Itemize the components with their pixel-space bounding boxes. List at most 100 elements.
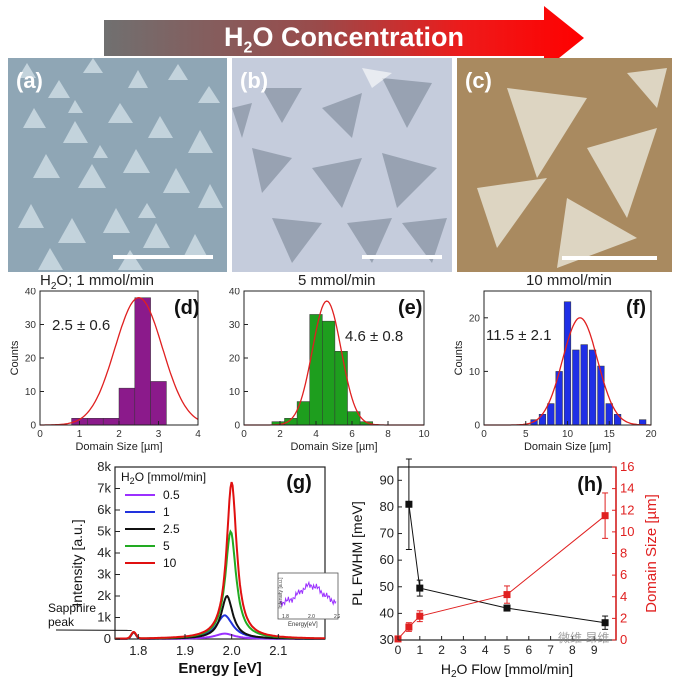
histogram-bar — [102, 418, 120, 426]
histogram-bar — [334, 351, 348, 426]
y-axis-label: Counts — [453, 340, 465, 375]
legend-label: 5 — [163, 539, 170, 553]
inset-tick-label: 1.8 — [282, 614, 289, 620]
y-tick-label: 7k — [97, 481, 111, 496]
concentration-arrow — [104, 6, 584, 70]
y-tick-label: 8k — [97, 459, 111, 474]
x-tick-label: 7 — [547, 643, 554, 657]
spectrum-line-10 — [115, 481, 325, 640]
fit-statistic: 2.5 ± 0.6 — [52, 317, 110, 334]
x-tick-label: 5 — [504, 643, 511, 657]
x-tick-label: 2 — [277, 429, 283, 440]
y-right-tick-label: 2 — [620, 610, 627, 625]
y-tick-label: 80 — [380, 499, 394, 514]
y-tick-label: 0 — [474, 421, 480, 432]
y-tick-label: 70 — [380, 526, 394, 541]
inset-tick-label: 2.0 — [308, 614, 315, 620]
panel-label: (f) — [626, 297, 646, 319]
histogram-bar — [588, 349, 597, 426]
x-axis-label: Domain Size [µm] — [290, 441, 377, 453]
panel-label: (e) — [398, 297, 422, 319]
histogram-bar — [572, 349, 580, 426]
histogram-e-title: 5 mmol/min — [298, 272, 376, 289]
histogram-bar — [134, 297, 151, 426]
y-tick-label: 0 — [30, 421, 36, 432]
y-tick-label: 20 — [229, 354, 241, 365]
y-tick-label: 5k — [97, 524, 111, 539]
y-right-tick-label: 14 — [620, 481, 634, 496]
y-tick-label: 10 — [25, 387, 37, 398]
pl-spectra-chart: 1.8 1.9 2.0 2.1 0 1k 2k 3k 4k 5k 6k 7k 8k Energy [eV]… — [48, 459, 340, 677]
y-tick-label: 60 — [380, 552, 394, 567]
y-tick-label: 0 — [234, 421, 240, 432]
y-right-axis-label: Domain Size [µm] — [643, 494, 660, 613]
x-tick-label: 0 — [481, 429, 487, 440]
x-tick-label: 1 — [77, 429, 83, 440]
y-right-tick-label: 4 — [620, 589, 627, 604]
histogram-f: 0 5 10 15 20 0 10 20 Domain Size [µm] Counts 11.5 … — [453, 290, 657, 453]
histogram-e: 0 2 4 6 8 10 0 10 20 30 40 Domain Size [µm] Counts 4.… — [222, 288, 430, 453]
data-point — [416, 584, 424, 592]
y-axis-label: Counts — [222, 340, 225, 375]
banner-title: H2O Concentration — [224, 22, 464, 57]
gaussian-fit-line — [40, 297, 199, 426]
data-point — [601, 619, 609, 627]
watermark: 微维 昂维 — [558, 631, 609, 645]
y-tick-label: 10 — [469, 367, 481, 378]
legend-title: H2O [mmol/min] — [121, 470, 206, 486]
y-tick-label: 2k — [97, 588, 111, 603]
histogram-bar — [547, 403, 555, 426]
x-axis-label: Domain Size [µm] — [75, 441, 162, 453]
data-point — [503, 591, 511, 599]
data-point — [416, 612, 424, 620]
y-axis-label: Counts — [9, 340, 21, 375]
panel-label-b: (b) — [240, 68, 269, 93]
sapphire-annotation: peak — [48, 615, 75, 629]
x-tick-label: 2 — [116, 429, 122, 440]
panel-label: (d) — [174, 297, 200, 319]
y-tick-label: 30 — [380, 632, 394, 647]
y-tick-label: 20 — [25, 354, 37, 365]
data-point — [601, 512, 609, 520]
inset-y-label: Intensity [a.u.] — [278, 577, 284, 609]
y-right-tick-label: 0 — [620, 632, 627, 647]
histogram-bar — [538, 414, 547, 426]
histogram-f-title: 10 mmol/min — [526, 272, 612, 289]
inset-frame — [277, 572, 339, 620]
x-tick-label: 4 — [482, 643, 489, 657]
x-tick-label: 6 — [525, 643, 532, 657]
y-right-tick-label: 8 — [620, 546, 627, 561]
histogram-bar — [150, 381, 167, 426]
x-tick-label: 10 — [562, 429, 574, 440]
series-line-left — [408, 504, 606, 624]
y-tick-label: 30 — [229, 320, 241, 331]
legend-label: 1 — [163, 505, 170, 519]
data-point — [405, 623, 413, 631]
x-tick-label: 1.9 — [176, 643, 194, 658]
legend-label: 10 — [163, 556, 177, 570]
x-tick-label: 4 — [195, 429, 201, 440]
histogram-bar — [563, 301, 572, 426]
panel-label-a: (a) — [16, 68, 43, 93]
inset-tick-label: 2.2 — [334, 614, 340, 620]
x-axis-label: H2O Flow [mmol/min] — [441, 661, 573, 680]
x-tick-label: 2.1 — [269, 643, 287, 658]
y-tick-label: 90 — [380, 472, 394, 487]
x-tick-label: 0 — [37, 429, 43, 440]
x-axis-label: Energy [eV] — [178, 660, 261, 677]
x-tick-label: 1.8 — [129, 643, 147, 658]
y-axis-label: Intensity [a.u.] — [69, 519, 85, 606]
micrograph-a — [8, 58, 227, 272]
inset-x-label: Energy[eV] — [288, 622, 318, 628]
fit-statistic: 11.5 ± 2.1 — [486, 327, 552, 344]
x-tick-label: 0 — [241, 429, 247, 440]
y-tick-label: 4k — [97, 545, 111, 560]
data-point — [405, 500, 413, 508]
x-tick-label: 2.0 — [223, 643, 241, 658]
y-right-tick-label: 16 — [620, 459, 634, 474]
x-tick-label: 3 — [156, 429, 162, 440]
y-right-tick-label: 10 — [620, 524, 634, 539]
x-tick-label: 8 — [385, 429, 391, 440]
x-tick-label: 20 — [645, 429, 657, 440]
